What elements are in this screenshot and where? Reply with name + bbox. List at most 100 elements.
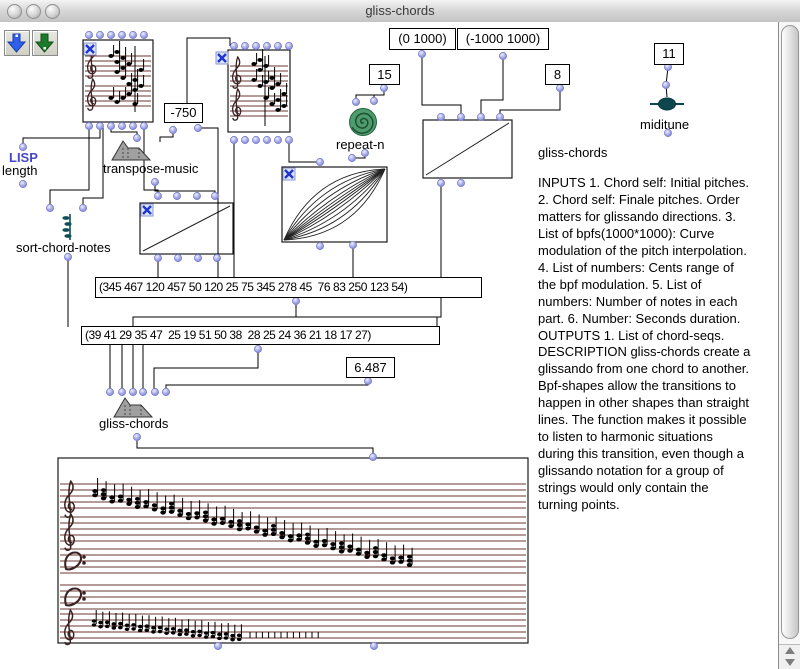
connector-dot[interactable] [252,136,260,144]
connector-dot[interactable] [369,453,377,461]
scrollbar-thumb[interactable] [781,25,799,639]
connector-dot[interactable] [364,377,372,385]
abort-x-icon[interactable] [214,50,230,66]
close-button[interactable] [7,4,22,19]
connector-dot[interactable] [457,179,465,187]
connector-dot[interactable] [46,204,54,212]
connector-dot[interactable] [194,254,202,262]
connector-dot[interactable] [96,122,104,130]
connector-dot[interactable] [85,122,93,130]
connector-dot[interactable] [274,42,282,50]
zoom-button[interactable] [45,4,60,19]
connector-dot[interactable] [140,122,148,130]
connector-dot[interactable] [19,180,27,188]
connector-dot[interactable] [194,124,202,132]
connector-dot[interactable] [437,179,445,187]
connector-dot[interactable] [352,98,360,106]
abort-x-icon[interactable] [139,202,155,218]
score-editor[interactable] [57,457,529,646]
connector-dot[interactable] [107,31,115,39]
connector-dot[interactable] [499,52,507,60]
abort-x-icon[interactable] [82,41,98,57]
connector-dot[interactable] [118,122,126,130]
connector-dot[interactable] [254,345,262,353]
connector-dot[interactable] [169,126,177,134]
vertical-scrollbar[interactable] [778,22,800,669]
num-parts-box[interactable]: 8 [545,64,570,85]
connector-dot[interactable] [129,31,137,39]
connector-dot[interactable] [457,113,465,121]
connector-dot[interactable] [211,192,219,200]
step-down-button[interactable] [32,30,58,56]
midi-channel-box[interactable]: 11 [654,43,684,65]
connector-dot[interactable] [106,388,114,396]
transpose-amount-box[interactable]: -750 [164,103,203,123]
connector-dot[interactable] [96,31,104,39]
connector-dot[interactable] [292,297,300,305]
duration-box[interactable]: 6.487 [346,357,395,378]
connector-dot[interactable] [139,388,147,396]
connector-dot[interactable] [154,192,162,200]
miditune-icon[interactable] [650,97,684,111]
bpf-editor-range[interactable] [422,119,513,179]
connector-dot[interactable] [230,136,238,144]
connector-dot[interactable] [664,129,672,137]
connector-dot[interactable] [133,433,141,441]
connector-dot[interactable] [496,113,504,121]
connector-dot[interactable] [230,42,238,50]
connector-dot[interactable] [477,113,485,121]
connector-dots[interactable] [19,31,672,650]
connector-dot[interactable] [316,242,324,250]
connector-dot[interactable] [252,42,260,50]
connector-dot[interactable] [263,42,271,50]
connector-dot[interactable] [118,31,126,39]
connector-dot[interactable] [129,388,137,396]
connector-dot[interactable] [133,134,141,142]
connector-dot[interactable] [173,192,181,200]
repeat-count-box[interactable]: 15 [369,64,400,85]
patch-canvas[interactable]: -750 15 (0 1000) (-1000 1000) 8 11 6.487… [0,22,800,669]
connector-dot[interactable] [107,122,115,130]
connector-dot[interactable] [437,113,445,121]
notes-list-box[interactable]: (39 41 29 35 47 25 19 51 50 38 28 25 24 … [81,326,440,345]
connector-dot[interactable] [193,192,201,200]
repeat-n-icon[interactable] [349,108,377,136]
bpf-editor-transpose[interactable] [139,202,234,255]
connector-dot[interactable] [213,254,221,262]
connector-dot[interactable] [418,50,426,58]
connector-dot[interactable] [129,122,137,130]
connector-dot[interactable] [162,388,170,396]
connector-dot[interactable] [316,158,324,166]
connector-dot[interactable] [274,136,282,144]
connector-dot[interactable] [85,31,93,39]
connector-dot[interactable] [370,642,378,650]
connector-dot[interactable] [370,97,378,105]
connector-dot[interactable] [556,84,564,92]
connector-dot[interactable] [118,388,126,396]
connector-dot[interactable] [348,154,356,162]
abort-x-icon[interactable] [281,166,297,182]
connector-dot[interactable] [19,143,27,151]
navigate-down-button[interactable] [4,30,30,56]
connector-dot[interactable] [361,149,369,157]
connector-dot[interactable] [151,388,159,396]
connector-dot[interactable] [174,254,182,262]
range-a-box[interactable]: (0 1000) [389,28,456,50]
scroll-down-button[interactable] [779,657,800,669]
cents-list-box[interactable]: (345 467 120 457 50 120 25 75 345 278 45… [95,277,482,298]
connector-dot[interactable] [241,136,249,144]
connector-dot[interactable] [263,136,271,144]
connector-dot[interactable] [64,253,72,261]
minimize-button[interactable] [26,4,41,19]
connector-dot[interactable] [349,241,357,249]
connector-dot[interactable] [285,42,293,50]
connector-dot[interactable] [79,204,87,212]
connector-dot[interactable] [154,254,162,262]
range-b-box[interactable]: (-1000 1000) [457,28,549,50]
gliss-chords-icon[interactable] [113,397,153,418]
connector-dot[interactable] [241,42,249,50]
scroll-up-button[interactable] [779,644,800,657]
bpf-collection-editor[interactable] [281,166,388,243]
connector-dot[interactable] [151,178,159,186]
connector-dot[interactable] [380,84,388,92]
